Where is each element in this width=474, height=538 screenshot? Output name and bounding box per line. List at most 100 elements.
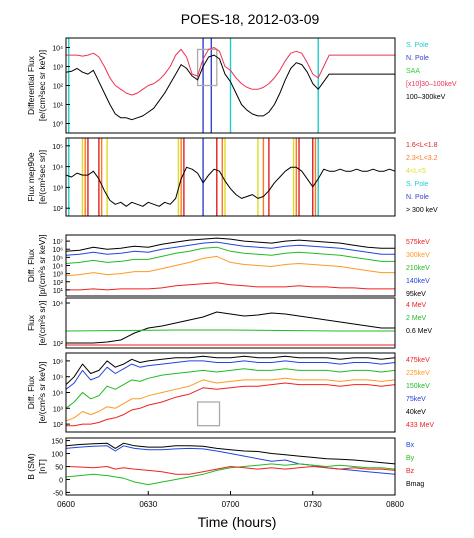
p6-ytick-label: 50 [55, 465, 63, 472]
p4-legend-entry: 0.6 MeV [406, 328, 432, 335]
p3-ytick-label: 10¹ [53, 288, 64, 295]
p2-legend-entry: S. Pole [406, 181, 429, 188]
p1-ytick-label: 10⁰ [52, 121, 63, 129]
x-axis-label: Time (hours) [198, 514, 277, 530]
p2-ylabel: [e/(cm²sec sr)] [37, 150, 47, 204]
p2-ytick-label: 10⁵ [52, 144, 63, 151]
p5-legend-entry: 433 MeV [406, 422, 434, 429]
p3-series-line-2 [65, 246, 395, 264]
p5-legend-entry: 150keV [406, 383, 430, 390]
p6-legend-entry: Bx [406, 442, 415, 449]
p4-ytick-label: 10⁴ [52, 301, 63, 308]
p3-ylabel: Diff. Flux [26, 248, 36, 282]
p4-legend-entry: 4 MeV [406, 302, 427, 309]
p1-ylabel: Differential Flux [26, 55, 36, 115]
p5-legend-entry: 40keV [406, 409, 426, 416]
p3-ytick-label: 10³ [53, 272, 64, 279]
p5-legend-entry: 225keV [406, 370, 430, 377]
p3-series-line-3 [65, 255, 395, 277]
p4-ylabel: [e/(cm²s sr)] [37, 300, 47, 345]
p1-ytick-label: 10³ [53, 65, 64, 72]
p1-ytick-label: 10⁴ [52, 46, 63, 53]
p4-frame [65, 297, 396, 349]
p4-legend-entry: 2 MeV [406, 315, 427, 322]
p5-series-line-2 [65, 368, 396, 409]
p1-series-line-0 [66, 47, 395, 96]
p4-ylabel: Flux [26, 314, 36, 331]
p1-legend-entry: 100–300keV [406, 94, 446, 101]
p2-legend-entry: > 300 keV [406, 207, 438, 214]
panel-p5: 10² 10³ 10⁴ 10⁵ 10⁶ Diff. Flux [e/(cm²s sr keV… [26, 352, 434, 433]
p6-ytick-label: 150 [51, 439, 63, 446]
p5-series-line-3 [65, 377, 396, 422]
p3-legend-entry: 140keV [406, 278, 430, 285]
p5-ytick-label: 10³ [53, 406, 64, 413]
x-tick-label: 0800 [386, 500, 404, 509]
p2-ytick-label: 10⁴ [52, 165, 63, 172]
p2-legend-entry: N. Pole [406, 194, 429, 201]
p6-legend-entry: Bz [406, 468, 415, 475]
p4-series-line-0 [66, 311, 395, 344]
panel-p2: 10² 10³ 10⁴ 10⁵ Flux mep90e [e/(cm²sec sr)] 1.… [26, 137, 438, 217]
p6-ylabel: [nT] [37, 459, 47, 474]
p3-legend-entry: 575keV [406, 239, 430, 246]
p6-series-line-2 [65, 463, 396, 486]
p1-ylabel: [e/(cm²sec sr keV)] [37, 50, 47, 121]
p2-legend-entry: 4<L<5 [406, 168, 426, 175]
p3-ytick-label: 10⁵ [52, 255, 63, 262]
x-tick-label: 0630 [139, 500, 157, 509]
p3-legend-entry: 95keV [406, 291, 426, 298]
p2-ytick-label: 10³ [53, 185, 64, 192]
p3-series-line-1 [65, 241, 395, 256]
p5-ytick-label: 10² [53, 422, 64, 429]
p2-legend-entry: 2.3<L<3.2 [406, 155, 438, 162]
p5-highlight-box [196, 401, 221, 427]
p5-ylabel: [e/(cm²s sr keV)] [37, 361, 47, 423]
p6-ytick-label: 0 [59, 477, 63, 484]
p5-legend-entry: 475keV [406, 357, 430, 364]
p1-highlight-box [196, 48, 218, 87]
p3-legend-entry: 300keV [406, 252, 430, 259]
p3-ylabel: [p/(cm²s sr keV)] [37, 234, 47, 296]
p5-frame [65, 352, 396, 433]
p1-legend-entry: SAA [406, 68, 420, 75]
p5-series-line-1 [65, 360, 396, 390]
p1-legend-entry: N. Pole [406, 55, 429, 62]
p2-ytick-label: 10² [53, 206, 64, 213]
p2-frame [65, 137, 396, 217]
x-tick-label: 0730 [304, 500, 322, 509]
p2-legend-entry: 1.6<L<1.8 [406, 142, 438, 149]
panel-p6: 150 100 50 0 -50 B (SM) [nT] Bx By Bz Bmag [26, 437, 424, 497]
p5-legend-entry: 75keV [406, 396, 426, 403]
p3-legend-entry: 210keV [406, 265, 430, 272]
p5-series-line-0 [65, 355, 396, 385]
p1-series-line-1 [65, 54, 395, 121]
x-tick-label: 0700 [222, 500, 240, 509]
p5-ytick-label: 10⁴ [52, 391, 63, 398]
p5-ytick-label: 10⁵ [52, 375, 63, 382]
p4-series-line-1 [65, 329, 395, 332]
p6-ytick-label: 100 [51, 452, 63, 459]
panel-p4: 10² 10⁴ Flux [e/(cm²s sr)] 4 MeV 2 MeV 0.6 MeV [26, 297, 432, 349]
p6-legend-entry: By [406, 455, 415, 462]
panel-p1: 10⁰ 10¹ 10² 10³ 10⁴ Differential Flux [e/(cm²s… [26, 37, 457, 134]
x-axis: 0600 0630 0700 0730 0800 [57, 491, 404, 509]
p6-ylabel: B (SM) [26, 453, 36, 480]
p2-series-line-0 [65, 166, 396, 207]
p1-ytick-label: 10² [53, 84, 64, 91]
p5-series-line-4 [66, 382, 396, 427]
p1-legend-entry: [x10]30–100keV [406, 81, 457, 88]
p6-legend-entry: Bmag [406, 481, 424, 488]
p2-ylabel: Flux mep90e [26, 152, 36, 201]
p3-series-line-4 [66, 282, 395, 291]
p3-ytick-label: 10⁶ [52, 247, 63, 254]
p1-ytick-label: 10¹ [53, 103, 64, 110]
p3-ytick-label: 10⁴ [52, 264, 63, 271]
figure-title: POES-18, 2012-03-09 [181, 11, 320, 27]
p1-legend-entry: S. Pole [406, 42, 429, 49]
p3-ytick-label: 10⁷ [53, 239, 64, 246]
p6-series-line-3 [65, 466, 396, 475]
